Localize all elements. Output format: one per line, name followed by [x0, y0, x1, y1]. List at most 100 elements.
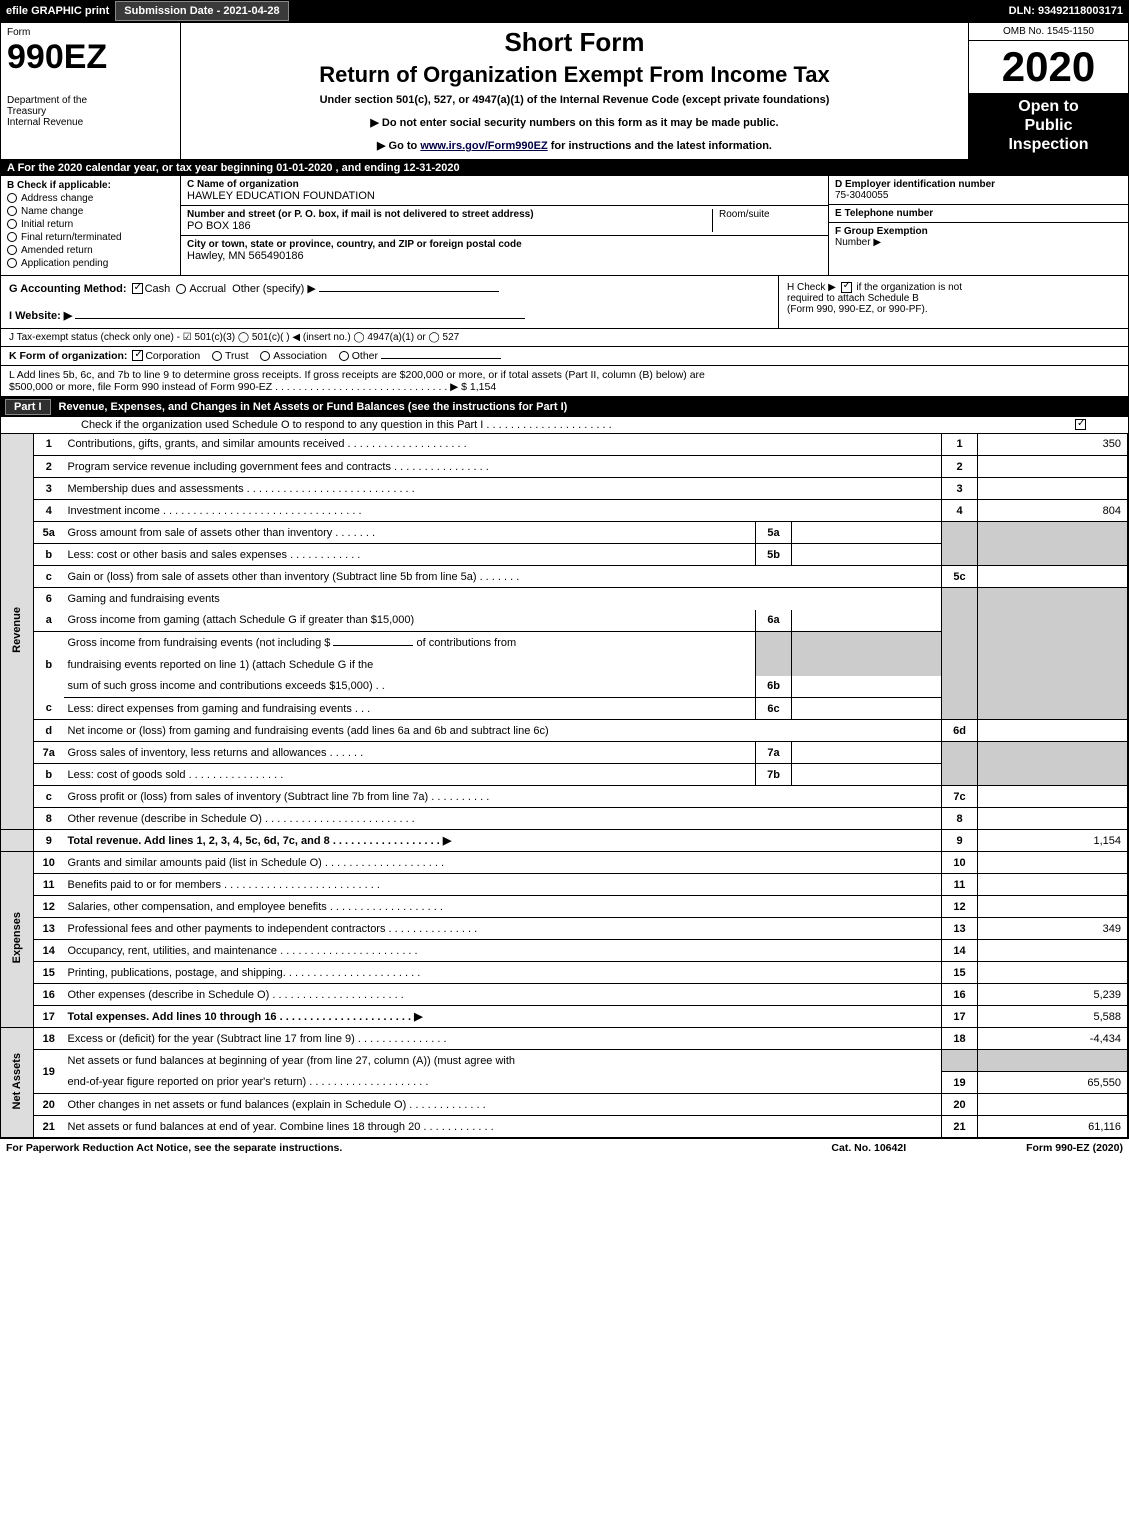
line-6c-desc: Less: direct expenses from gaming and fu… [64, 698, 756, 720]
section-l: L Add lines 5b, 6c, and 7b to line 9 to … [1, 366, 1128, 397]
line-1-desc: Contributions, gifts, grants, and simila… [64, 434, 942, 456]
line-20-amount [978, 1094, 1128, 1116]
line-15-amount [978, 962, 1128, 984]
gross-receipts-amount: 1,154 [470, 381, 496, 393]
group-exemption-label: F Group Exemption [835, 226, 928, 237]
line-11-amount [978, 874, 1128, 896]
line-3-amount [978, 478, 1128, 500]
c-addr-label: Number and street (or P. O. box, if mail… [187, 209, 712, 220]
cb-schedule-b[interactable] [841, 282, 852, 293]
line-9-desc: Total revenue. Add lines 1, 2, 3, 4, 5c,… [64, 830, 942, 852]
line-6b-desc-2: fundraising events reported on line 1) (… [64, 654, 756, 676]
line-7a-desc: Gross sales of inventory, less returns a… [64, 742, 756, 764]
line-11-desc: Benefits paid to or for members . . . . … [64, 874, 942, 896]
open-public-inspection: Open to Public Inspection [969, 93, 1128, 159]
dept-treasury: Department of the Treasury Internal Reve… [7, 95, 174, 128]
cb-amended-return[interactable]: Amended return [7, 245, 174, 256]
line-2-desc: Program service revenue including govern… [64, 456, 942, 478]
cb-trust[interactable] [212, 351, 222, 361]
header-mid: Short Form Return of Organization Exempt… [181, 23, 968, 159]
submission-date: Submission Date - 2021-04-28 [115, 1, 288, 21]
section-def: D Employer identification number 75-3040… [828, 176, 1128, 275]
omb-number: OMB No. 1545-1150 [969, 23, 1128, 41]
line-5c-amount [978, 566, 1128, 588]
org-name: HAWLEY EDUCATION FOUNDATION [187, 190, 822, 202]
cb-name-change[interactable]: Name change [7, 206, 174, 217]
expenses-section-label: Expenses [1, 852, 34, 1028]
line-17-amount: 5,588 [978, 1006, 1128, 1028]
line-19-desc-1: Net assets or fund balances at beginning… [64, 1050, 942, 1072]
tax-year: 2020 [969, 41, 1128, 93]
part-1-header: Part I Revenue, Expenses, and Changes in… [1, 397, 1128, 417]
line-1-amount: 350 [978, 434, 1128, 456]
line-4-amount: 804 [978, 500, 1128, 522]
section-j: J Tax-exempt status (check only one) - ☑… [1, 329, 1128, 347]
c-name-label: C Name of organization [187, 179, 822, 190]
line-18-amount: -4,434 [978, 1028, 1128, 1050]
header-left: Form 990EZ Department of the Treasury In… [1, 23, 181, 159]
lines-table: Revenue 1Contributions, gifts, grants, a… [1, 434, 1128, 1139]
dln-number: DLN: 93492118003171 [1003, 5, 1129, 17]
cb-address-change[interactable]: Address change [7, 193, 174, 204]
form-label: Form [7, 27, 174, 38]
line-12-amount [978, 896, 1128, 918]
irs-link[interactable]: www.irs.gov/Form990EZ [420, 140, 547, 152]
return-title: Return of Organization Exempt From Incom… [189, 62, 960, 88]
c-city-label: City or town, state or province, country… [187, 239, 822, 250]
line-6d-desc: Net income or (loss) from gaming and fun… [64, 720, 942, 742]
section-b: B Check if applicable: Address change Na… [1, 176, 181, 275]
section-d: D Employer identification number 75-3040… [829, 176, 1128, 205]
under-section: Under section 501(c), 527, or 4947(a)(1)… [189, 94, 960, 106]
line-20-desc: Other changes in net assets or fund bala… [64, 1094, 942, 1116]
line-2-amount [978, 456, 1128, 478]
cb-corporation[interactable] [132, 350, 143, 361]
line-12-desc: Salaries, other compensation, and employ… [64, 896, 942, 918]
line-9-amount: 1,154 [978, 830, 1128, 852]
line-18-desc: Excess or (deficit) for the year (Subtra… [64, 1028, 942, 1050]
part-1-title: Revenue, Expenses, and Changes in Net As… [59, 401, 568, 413]
section-i: I Website: ▶ [9, 310, 72, 322]
line-3-desc: Membership dues and assessments . . . . … [64, 478, 942, 500]
header-right: OMB No. 1545-1150 2020 Open to Public In… [968, 23, 1128, 159]
line-6b-desc-3: sum of such gross income and contributio… [64, 676, 756, 698]
line-13-desc: Professional fees and other payments to … [64, 918, 942, 940]
netassets-section-label: Net Assets [1, 1028, 34, 1138]
line-15-desc: Printing, publications, postage, and shi… [64, 962, 942, 984]
line-14-amount [978, 940, 1128, 962]
cb-accrual[interactable] [176, 284, 186, 294]
row-gh: G Accounting Method: Cash Accrual Other … [1, 276, 1128, 329]
section-f: F Group Exemption Number ▶ [829, 223, 1128, 264]
section-c: C Name of organization HAWLEY EDUCATION … [181, 176, 828, 275]
org-address: PO BOX 186 [187, 220, 712, 232]
ein-label: D Employer identification number [835, 179, 1122, 190]
line-4-desc: Investment income . . . . . . . . . . . … [64, 500, 942, 522]
line-8-amount [978, 808, 1128, 830]
line-6b-desc-1: Gross income from fundraising events (no… [64, 632, 756, 654]
line-8-desc: Other revenue (describe in Schedule O) .… [64, 808, 942, 830]
cb-initial-return[interactable]: Initial return [7, 219, 174, 230]
line-21-amount: 61,116 [978, 1116, 1128, 1138]
revenue-section-label: Revenue [1, 434, 34, 830]
group-exemption-number: Number ▶ [835, 237, 881, 248]
line-10-amount [978, 852, 1128, 874]
no-ssn-notice: ▶ Do not enter social security numbers o… [189, 116, 960, 129]
short-form-title: Short Form [189, 27, 960, 58]
cb-application-pending[interactable]: Application pending [7, 258, 174, 269]
block-bcdef: B Check if applicable: Address change Na… [1, 176, 1128, 276]
ein-value: 75-3040055 [835, 190, 1122, 201]
line-7b-desc: Less: cost of goods sold . . . . . . . .… [64, 764, 756, 786]
row-a-tax-year: A For the 2020 calendar year, or tax yea… [1, 160, 1128, 176]
section-b-title: B Check if applicable: [7, 180, 174, 191]
cb-final-return[interactable]: Final return/terminated [7, 232, 174, 243]
part-1-checkline: Check if the organization used Schedule … [1, 417, 1128, 434]
cb-other[interactable] [339, 351, 349, 361]
line-7c-desc: Gross profit or (loss) from sales of inv… [64, 786, 942, 808]
cat-number: Cat. No. 10642I [831, 1142, 906, 1154]
cb-association[interactable] [260, 351, 270, 361]
form-990ez: Form 990EZ Department of the Treasury In… [0, 22, 1129, 1139]
cb-schedule-o[interactable] [1075, 419, 1086, 430]
cb-cash[interactable] [132, 283, 143, 294]
efile-label[interactable]: efile GRAPHIC print [0, 5, 115, 17]
line-16-amount: 5,239 [978, 984, 1128, 1006]
section-g: G Accounting Method: Cash Accrual Other … [1, 276, 778, 328]
